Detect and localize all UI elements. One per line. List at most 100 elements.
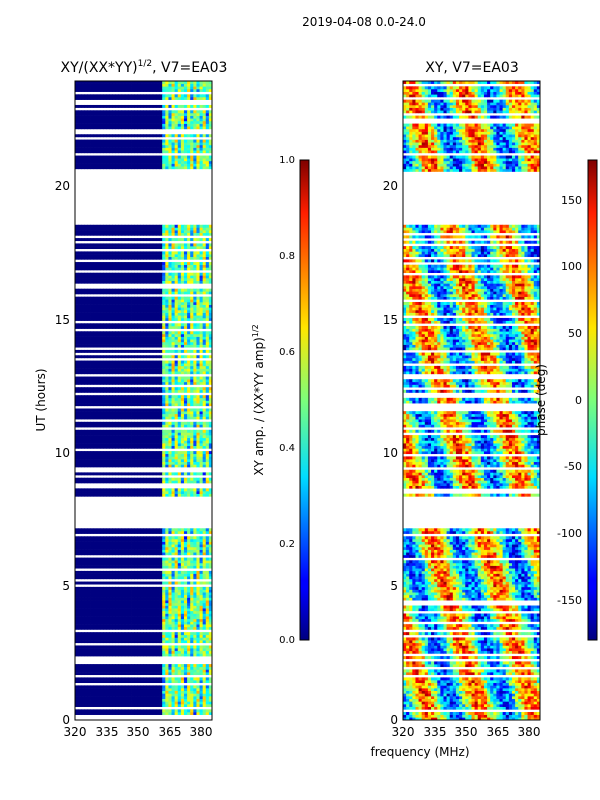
heatmap-cell	[109, 336, 113, 340]
heatmap-cell	[199, 344, 204, 348]
heatmap-cell	[143, 565, 148, 569]
heatmap-cell	[174, 576, 179, 580]
heatmap-cell	[75, 573, 79, 577]
heatmap-cell	[146, 701, 151, 705]
heatmap-cell	[162, 560, 166, 564]
heatmap-cell	[93, 602, 98, 606]
heatmap-cell	[177, 637, 182, 641]
heatmap-cell	[103, 597, 107, 601]
heatmap-cell	[159, 453, 163, 457]
heatmap-cell	[99, 610, 104, 614]
heatmap-cell	[118, 355, 123, 359]
heatmap-cell	[75, 589, 79, 593]
heatmap-cell	[131, 669, 135, 673]
heatmap-cell	[75, 645, 79, 649]
heatmap-cell	[149, 459, 154, 463]
heatmap-cell	[134, 538, 138, 542]
heatmap-cell	[180, 552, 185, 556]
heatmap-cell	[99, 443, 104, 447]
heatmap-cell	[75, 381, 79, 385]
heatmap-cell	[152, 536, 157, 540]
heatmap-cell	[103, 459, 107, 463]
heatmap-cell	[146, 304, 151, 308]
heatmap-cell	[84, 397, 88, 401]
heatmap-cell	[81, 528, 85, 532]
heatmap-cell	[81, 299, 85, 303]
heatmap-cell	[90, 451, 95, 455]
heatmap-cell	[165, 317, 169, 321]
heatmap-cell	[134, 432, 138, 436]
heatmap-cell	[190, 669, 194, 673]
heatmap-cell	[208, 459, 212, 463]
heatmap-cell	[165, 363, 169, 367]
heatmap-cell	[90, 493, 95, 497]
heatmap-cell	[137, 634, 141, 638]
heatmap-cell	[137, 693, 141, 697]
heatmap-cell	[75, 387, 79, 391]
heatmap-cell	[183, 653, 188, 657]
heatmap-cell	[183, 416, 188, 420]
heatmap-cell	[187, 315, 191, 319]
heatmap-cell	[183, 690, 188, 694]
heatmap-cell	[127, 637, 132, 641]
heatmap-cell	[190, 565, 194, 569]
heatmap-cell	[199, 685, 204, 689]
heatmap-cell	[208, 664, 212, 668]
heatmap-cell	[174, 355, 179, 359]
heatmap-cell	[121, 536, 126, 540]
heatmap-cell	[183, 664, 188, 668]
heatmap-cell	[159, 688, 163, 692]
heatmap-cell	[93, 488, 98, 492]
heatmap-cell	[121, 602, 126, 606]
heatmap-cell	[131, 453, 135, 457]
heatmap-cell	[75, 493, 79, 497]
heatmap-cell	[152, 653, 157, 657]
heatmap-cell	[177, 408, 182, 412]
heatmap-cell	[155, 549, 160, 553]
heatmap-cell	[93, 397, 98, 401]
heatmap-cell	[152, 376, 157, 380]
heatmap-cell	[99, 693, 104, 697]
heatmap-cell	[121, 690, 126, 694]
heatmap-cell	[208, 570, 212, 574]
heatmap-cell	[78, 541, 82, 545]
heatmap-cell	[84, 688, 88, 692]
heatmap-cell	[174, 360, 179, 364]
heatmap-cell	[190, 600, 194, 604]
heatmap-cell	[152, 477, 157, 481]
heatmap-cell	[162, 586, 166, 590]
heatmap-cell	[143, 453, 148, 457]
heatmap-cell	[205, 562, 210, 566]
heatmap-cell	[134, 560, 138, 564]
heatmap-cell	[205, 317, 210, 321]
heatmap-cell	[137, 411, 141, 415]
heatmap-cell	[143, 461, 148, 465]
heatmap-cell	[124, 565, 129, 569]
heatmap-cell	[112, 371, 116, 375]
heatmap-cell	[146, 560, 151, 564]
heatmap-cell	[115, 698, 119, 702]
heatmap-cell	[159, 557, 163, 561]
heatmap-cell	[96, 618, 101, 622]
heatmap-cell	[187, 712, 191, 715]
heatmap-cell	[90, 408, 95, 412]
heatmap-cell	[208, 589, 212, 593]
heatmap-cell	[103, 315, 107, 319]
heatmap-cell	[149, 634, 154, 638]
heatmap-cell	[124, 360, 129, 364]
heatmap-cell	[103, 637, 107, 641]
heatmap-cell	[109, 443, 113, 447]
heatmap-cell	[152, 704, 157, 707]
heatmap-cell	[162, 301, 166, 305]
heatmap-cell	[180, 557, 185, 561]
heatmap-cell	[171, 432, 176, 436]
heatmap-cell	[93, 592, 98, 596]
heatmap-cell	[84, 336, 88, 340]
heatmap-cell	[84, 709, 88, 713]
heatmap-cell	[140, 429, 144, 433]
heatmap-cell	[118, 698, 123, 702]
heatmap-cell	[93, 576, 98, 580]
heatmap-cell	[140, 632, 144, 636]
heatmap-cell	[159, 349, 163, 353]
heatmap-cell	[202, 395, 207, 399]
